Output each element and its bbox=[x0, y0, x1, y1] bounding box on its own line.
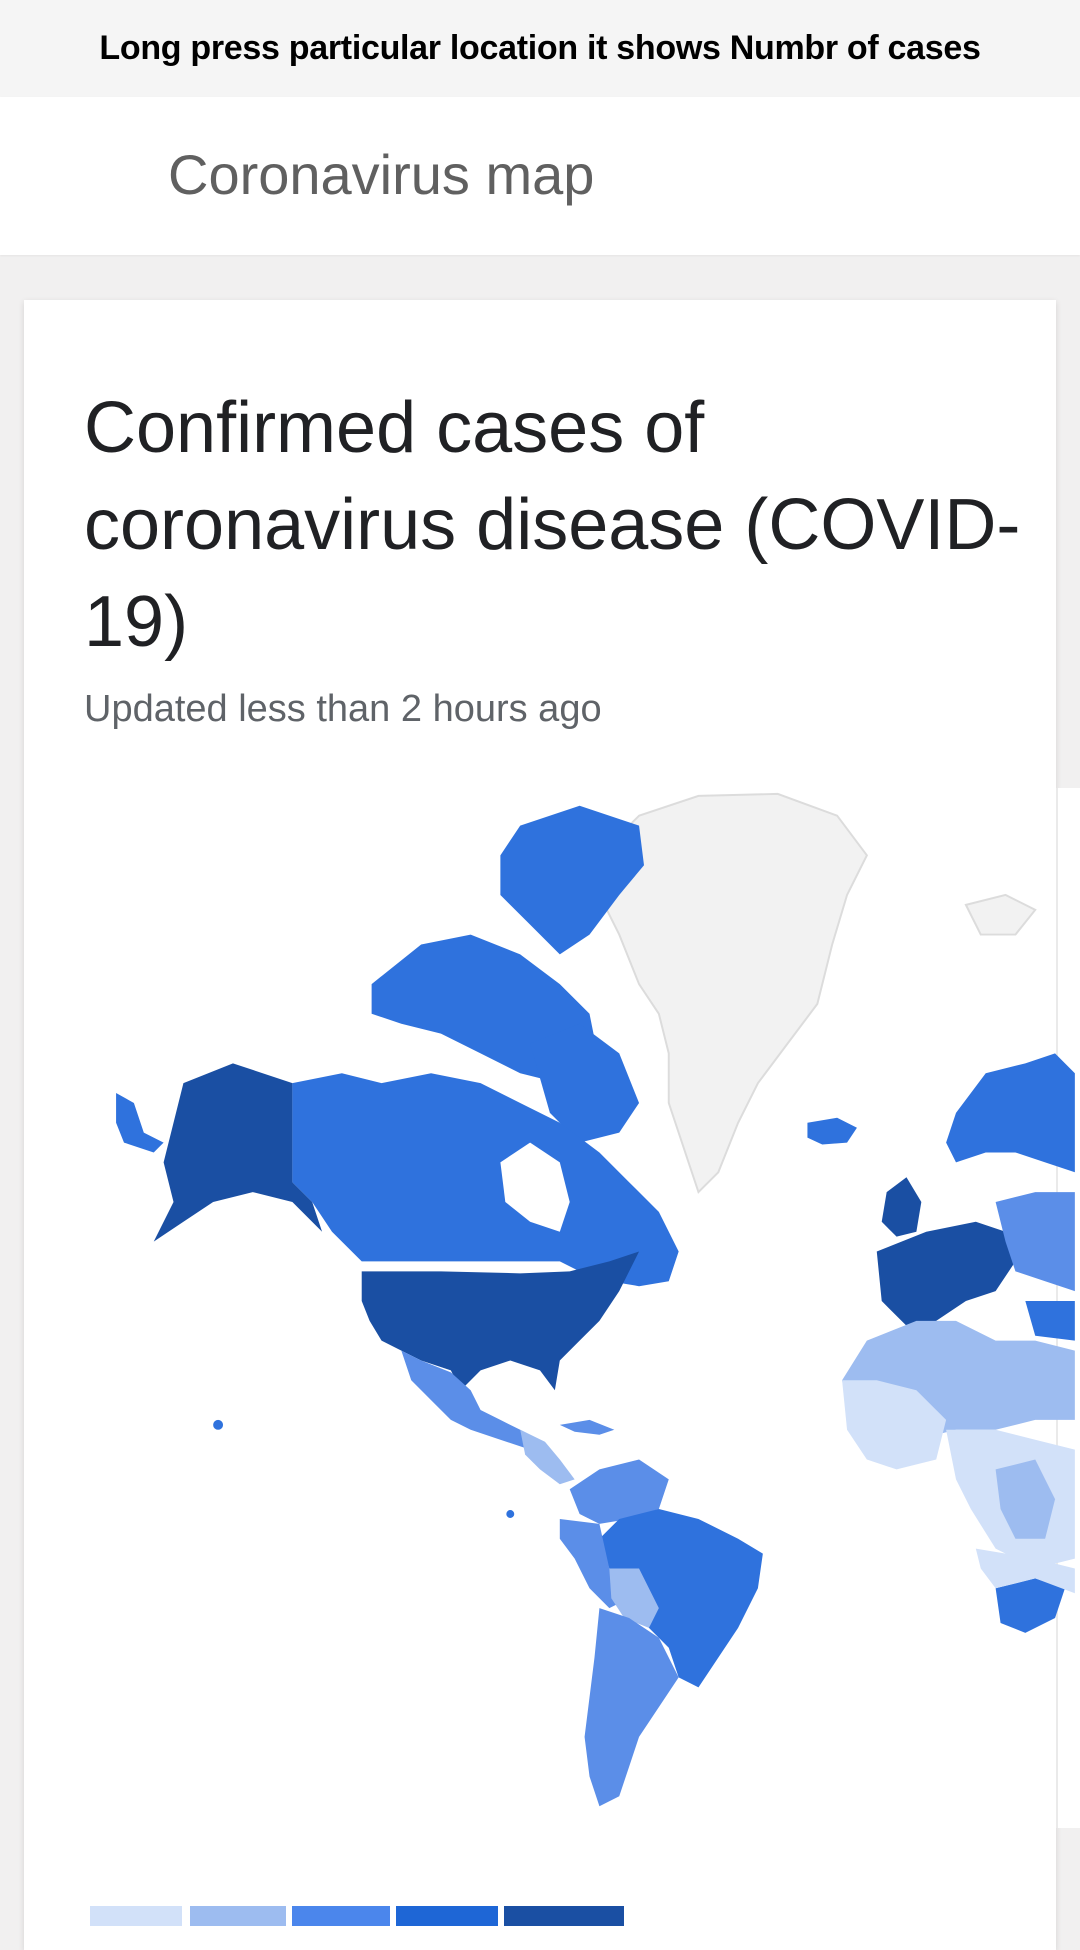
card-title: Confirmed cases of coronavirus disease (… bbox=[84, 388, 1021, 662]
region-colombia-venezuela[interactable] bbox=[569, 1459, 669, 1524]
world-map[interactable] bbox=[0, 786, 1080, 1826]
region-scandinavia[interactable] bbox=[946, 1053, 1075, 1173]
updated-timestamp: Updated less than 2 hours ago bbox=[84, 688, 602, 730]
region-canada-arctic[interactable] bbox=[500, 805, 644, 955]
region-west-africa[interactable] bbox=[842, 1380, 947, 1470]
region-canada[interactable] bbox=[292, 1073, 679, 1287]
instruction-banner: Long press particular location it shows … bbox=[0, 0, 1080, 97]
region-hawaii[interactable] bbox=[213, 1419, 224, 1430]
region-bolivia[interactable] bbox=[609, 1568, 659, 1628]
region-baffin[interactable] bbox=[530, 1023, 640, 1143]
app-bar: Coronavirus map bbox=[0, 97, 1080, 255]
region-turkey[interactable] bbox=[1025, 1301, 1075, 1341]
region-cuba[interactable] bbox=[559, 1419, 615, 1435]
region-south-africa[interactable] bbox=[995, 1578, 1065, 1633]
legend-swatch-2 bbox=[190, 1906, 286, 1926]
region-hudson-bay[interactable] bbox=[500, 1142, 570, 1232]
region-mexico[interactable] bbox=[401, 1350, 540, 1450]
region-usa[interactable] bbox=[361, 1251, 640, 1391]
region-east-europe[interactable] bbox=[995, 1192, 1075, 1292]
region-island[interactable] bbox=[506, 1510, 515, 1518]
app-title: Coronavirus map bbox=[168, 143, 595, 206]
region-central-america[interactable] bbox=[520, 1429, 575, 1485]
region-svalbard[interactable] bbox=[964, 893, 1037, 936]
legend-swatch-1 bbox=[90, 1906, 182, 1926]
region-southern-africa[interactable] bbox=[975, 1548, 1075, 1594]
region-aleutians[interactable] bbox=[116, 1093, 164, 1153]
region-uk[interactable] bbox=[881, 1177, 922, 1237]
instruction-text: Long press particular location it shows … bbox=[99, 29, 981, 67]
region-greenland[interactable] bbox=[598, 792, 869, 1194]
legend-swatch-5 bbox=[504, 1906, 624, 1926]
legend-swatch-3 bbox=[292, 1906, 390, 1926]
region-alaska[interactable] bbox=[153, 1063, 323, 1242]
region-west-europe[interactable] bbox=[876, 1221, 1016, 1326]
region-east-africa[interactable] bbox=[995, 1459, 1056, 1539]
region-argentina-chile[interactable] bbox=[584, 1608, 679, 1807]
region-iceland[interactable] bbox=[807, 1117, 857, 1145]
legend-swatch-4 bbox=[396, 1906, 498, 1926]
region-brazil[interactable] bbox=[599, 1509, 763, 1688]
